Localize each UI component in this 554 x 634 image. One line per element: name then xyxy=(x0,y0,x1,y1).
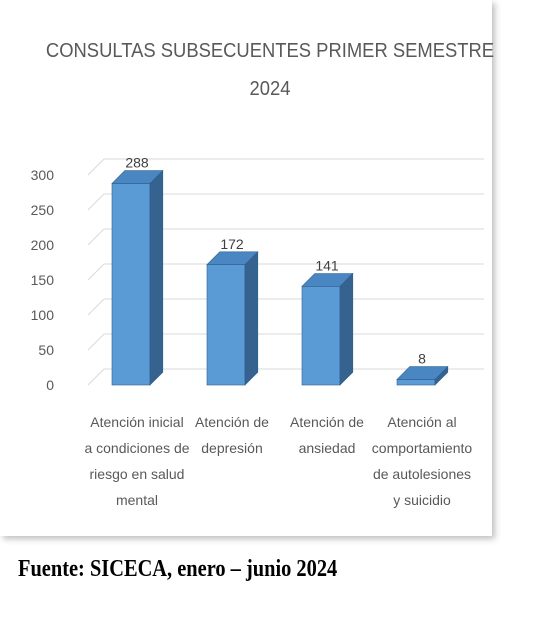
bar-chart: 0 50 100 150 200 250 300 288 Atención inicial a c… xyxy=(31,155,484,508)
bar-side xyxy=(244,251,259,386)
gridline-depth xyxy=(87,263,105,281)
y-tick-label: 0 xyxy=(46,377,54,393)
y-tick-label: 200 xyxy=(31,237,55,253)
bar-side xyxy=(339,272,354,386)
x-tick-label: de autolesiones xyxy=(373,466,471,482)
y-tick-label: 50 xyxy=(38,342,54,358)
gridline-depth xyxy=(87,368,105,386)
data-label: 172 xyxy=(220,236,244,252)
gridline-depth xyxy=(87,298,105,316)
gridline-depth xyxy=(87,228,105,246)
data-label: 8 xyxy=(418,351,426,367)
x-tick-label: depresión xyxy=(201,440,263,456)
x-tick-label: Atención inicial xyxy=(90,414,183,430)
x-tick-label: riesgo en salud xyxy=(90,466,185,482)
x-tick-label: Atención al xyxy=(387,414,456,430)
y-tick-label: 100 xyxy=(31,307,55,323)
gridline-depth xyxy=(87,158,105,176)
chart-title-line2: 2024 xyxy=(249,78,291,100)
chart-title: CONSULTAS SUBSECUENTES PRIMER SEMESTRE 2… xyxy=(31,32,509,108)
x-tick-label: comportamiento xyxy=(372,440,473,456)
gridline-depth xyxy=(87,193,105,211)
bar xyxy=(111,183,151,386)
data-label: 141 xyxy=(315,258,339,274)
bar xyxy=(396,379,436,386)
y-tick-label: 150 xyxy=(31,272,55,288)
data-label: 288 xyxy=(125,155,149,171)
x-tick-label: y suicidio xyxy=(393,492,451,508)
gridline-depth xyxy=(87,333,105,351)
x-tick-label: a condiciones de xyxy=(84,440,189,456)
x-tick-label: mental xyxy=(116,492,158,508)
bar xyxy=(301,285,341,386)
source-note: Fuente: SICECA, enero – junio 2024 xyxy=(18,556,338,582)
bar-top xyxy=(301,273,354,287)
y-tick-label: 300 xyxy=(31,167,55,183)
y-tick-label: 250 xyxy=(31,202,55,218)
bar-top xyxy=(206,251,259,265)
x-tick-label: Atención de xyxy=(290,414,364,430)
bar-top xyxy=(111,170,164,184)
bar-top xyxy=(396,366,449,380)
x-tick-label: Atención de xyxy=(195,414,269,430)
bar-side xyxy=(149,169,164,386)
chart-title-line1: CONSULTAS SUBSECUENTES PRIMER SEMESTRE xyxy=(45,40,495,62)
bar xyxy=(206,264,246,386)
x-tick-label: ansiedad xyxy=(299,440,356,456)
